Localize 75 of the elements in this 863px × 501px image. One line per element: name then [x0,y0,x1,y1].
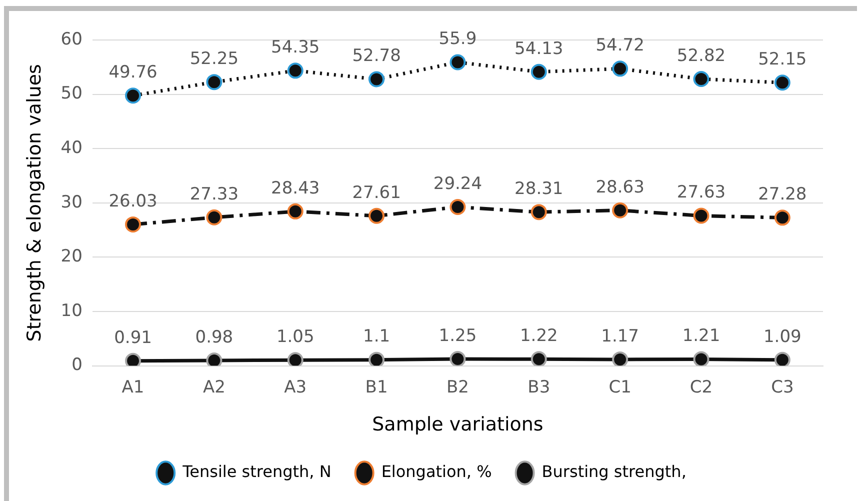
point [774,352,790,366]
y-tick-label: 50 [60,84,82,104]
legend-label: Elongation, % [381,462,492,482]
data-label: 1.21 [682,326,720,346]
data-label: 26.03 [108,191,158,212]
y-tick-label: 60 [60,29,82,50]
data-label: 0.98 [195,327,234,348]
point [774,210,790,226]
data-label: 1.09 [763,326,802,347]
y-tick-label: 40 [60,138,82,158]
y-tick-label: 20 [60,246,82,267]
legend-label: Tensile strength, N [182,462,332,482]
point [530,351,547,366]
point [450,199,466,216]
data-label: 28.63 [596,177,644,198]
point [693,208,710,224]
point [612,202,628,218]
point [693,70,710,87]
data-label: 28.31 [514,179,564,199]
point [368,71,385,88]
point [206,352,222,366]
data-label: 52.15 [758,50,807,70]
data-label: 1.25 [438,326,477,346]
data-label: 52.82 [676,46,726,66]
x-tick-label: C1 [608,377,632,398]
point [125,88,142,104]
x-tick-label: C3 [771,377,794,398]
data-label: 54.72 [596,36,644,56]
x-axis-title: Sample variations [372,414,544,436]
point [287,203,304,220]
data-label: 29.24 [433,174,482,194]
point [774,74,790,91]
legend-label: Bursting strength, [542,462,686,482]
data-label: 28.43 [271,178,320,198]
data-label: 27.33 [190,184,239,204]
data-label: 55.9 [438,29,477,50]
data-label: 27.63 [676,182,726,203]
x-tick-label: B2 [446,377,469,398]
point [206,209,222,226]
y-axis-title: Strength & elongation values [23,64,46,342]
point [125,216,142,232]
data-label: 52.78 [352,46,401,66]
point [368,352,385,366]
y-tick-label: 0 [72,355,82,376]
x-tick-label: A2 [202,377,226,398]
point [530,204,547,220]
y-tick-label: 30 [60,192,82,212]
point [125,352,142,366]
x-tick-label: B1 [365,377,388,398]
data-label: 1.22 [520,326,558,346]
data-label: 27.28 [758,184,807,205]
data-label: 0.91 [114,328,152,348]
data-label: 1.1 [363,326,390,347]
x-tick-label: C2 [690,377,713,398]
x-tick-label: A1 [122,377,144,398]
point [612,60,628,77]
point [450,54,466,70]
point [287,352,304,366]
point [530,64,547,80]
data-label: 49.76 [108,62,158,83]
data-label: 1.05 [276,327,314,348]
point [612,351,628,366]
y-tick-label: 10 [60,300,82,321]
data-label: 54.35 [271,38,320,58]
data-label: 27.61 [352,182,401,203]
data-label: 52.25 [190,49,239,70]
point [693,351,710,366]
point [368,208,385,224]
data-label: 1.17 [601,326,639,346]
point [287,62,304,79]
x-tick-label: A3 [284,377,307,398]
point [206,74,222,90]
point [450,351,466,366]
x-tick-label: B3 [528,377,550,398]
data-label: 54.13 [514,38,564,59]
